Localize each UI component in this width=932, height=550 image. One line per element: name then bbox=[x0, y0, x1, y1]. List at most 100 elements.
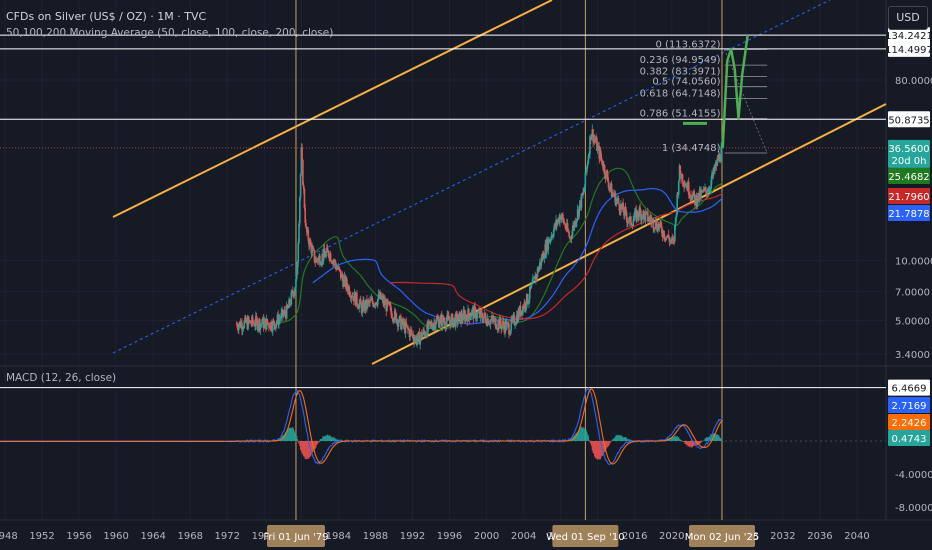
candle-body bbox=[612, 192, 614, 195]
candle-body bbox=[390, 305, 392, 312]
candle-body bbox=[550, 235, 553, 240]
candle-body bbox=[567, 230, 570, 233]
candle-body bbox=[508, 334, 511, 336]
candle-body bbox=[247, 317, 249, 330]
macd-histogram-bar bbox=[617, 436, 620, 441]
candle-body bbox=[624, 207, 627, 210]
candle-body bbox=[617, 198, 620, 204]
macd-histogram-bar bbox=[326, 435, 328, 441]
projection-path bbox=[721, 34, 749, 148]
macd-histogram-bar bbox=[627, 439, 630, 441]
candle-body bbox=[509, 330, 512, 335]
candle-body bbox=[543, 258, 546, 259]
macd-histogram-bar bbox=[614, 437, 616, 441]
candle-body bbox=[528, 286, 531, 299]
macd-histogram-bar bbox=[591, 441, 593, 451]
candle-body bbox=[470, 315, 472, 317]
candle-body bbox=[298, 223, 300, 243]
macd-histogram-bar bbox=[595, 441, 597, 459]
candle-body bbox=[562, 214, 564, 219]
macd-histogram-bar bbox=[315, 441, 317, 448]
candle-body bbox=[513, 315, 516, 325]
candle-body bbox=[415, 336, 418, 344]
event-date-box bbox=[552, 525, 619, 547]
candle-body bbox=[456, 314, 459, 323]
macd-histogram-bar bbox=[716, 434, 718, 441]
candle-body bbox=[311, 247, 313, 254]
y-tick-label: 3.4000 bbox=[895, 350, 930, 361]
macd-histogram-bar bbox=[683, 441, 685, 442]
candle-body bbox=[674, 224, 676, 241]
macd-histogram-bar bbox=[681, 440, 684, 442]
macd-histogram-bar bbox=[581, 427, 583, 441]
macd-histogram-bar bbox=[320, 438, 322, 441]
candle-body bbox=[410, 329, 412, 331]
candle-body bbox=[305, 223, 307, 228]
macd-histogram-bar bbox=[706, 438, 708, 441]
macd-histogram-bar bbox=[597, 441, 599, 460]
macd-histogram-bar bbox=[283, 434, 285, 441]
candle-body bbox=[303, 189, 306, 209]
candle-body bbox=[243, 320, 246, 328]
candle-body bbox=[626, 216, 628, 223]
macd-legend[interactable]: MACD (12, 26, close) bbox=[6, 372, 117, 384]
macd-scale-label-box bbox=[888, 379, 930, 396]
candle-body bbox=[665, 236, 668, 240]
candle-body bbox=[342, 278, 345, 287]
macd-histogram-bar bbox=[620, 435, 622, 441]
candle-body bbox=[402, 318, 405, 326]
candle-body bbox=[302, 184, 305, 190]
macd-histogram-bar bbox=[323, 436, 325, 441]
macd-histogram-bar bbox=[583, 428, 586, 441]
currency-button[interactable]: USD bbox=[888, 6, 928, 30]
price-scale-label: 25.4682 bbox=[888, 172, 929, 183]
candle-body bbox=[719, 160, 722, 162]
candle-body bbox=[484, 312, 486, 317]
candle-body bbox=[669, 240, 672, 243]
candle-body bbox=[655, 220, 658, 229]
moving-average-legend[interactable]: 50,100,200 Moving Average (50, close, 10… bbox=[6, 27, 334, 39]
candle-body bbox=[369, 299, 371, 303]
macd-histogram-bar bbox=[682, 441, 684, 442]
macd-histogram-bar bbox=[607, 441, 610, 446]
candle-body bbox=[241, 322, 243, 331]
candle-body bbox=[325, 252, 327, 258]
macd-panel bbox=[0, 387, 886, 466]
candle-body bbox=[501, 324, 503, 329]
candle-body bbox=[512, 317, 514, 321]
macd-scale-label-box bbox=[888, 397, 930, 413]
candle-body bbox=[647, 220, 650, 222]
macd-histogram-bar bbox=[313, 441, 315, 451]
candle-body bbox=[265, 318, 268, 330]
macd-histogram-bar bbox=[711, 434, 713, 441]
candle-body bbox=[477, 312, 479, 314]
candle-body bbox=[691, 194, 694, 200]
candle-body bbox=[302, 160, 304, 185]
macd-histogram-bar bbox=[689, 441, 691, 447]
macd-histogram-bar bbox=[669, 437, 671, 441]
macd-histogram-bar bbox=[578, 430, 580, 441]
candle-body bbox=[307, 229, 310, 241]
candle-body bbox=[716, 157, 719, 166]
candle-body bbox=[568, 232, 570, 237]
macd-histogram-bar bbox=[698, 441, 701, 445]
candle-body bbox=[304, 208, 307, 224]
candle-body bbox=[578, 206, 580, 217]
candle-body bbox=[667, 234, 670, 239]
candle-body bbox=[712, 167, 715, 176]
candle-body bbox=[474, 308, 477, 319]
macd-histogram-bar bbox=[618, 435, 620, 441]
macd-histogram-bar bbox=[316, 441, 319, 445]
macd-histogram-bar bbox=[333, 438, 335, 441]
macd-histogram-bar bbox=[627, 439, 629, 441]
macd-scale-label-box bbox=[888, 414, 930, 430]
candle-body bbox=[623, 207, 626, 216]
macd-histogram-bar bbox=[590, 441, 592, 444]
macd-histogram-bar bbox=[304, 441, 306, 460]
candle-body bbox=[339, 268, 341, 271]
macd-scale-label-box bbox=[888, 430, 930, 446]
candle-body bbox=[450, 316, 452, 327]
candle-body bbox=[271, 320, 274, 332]
macd-histogram-bar bbox=[621, 436, 623, 441]
